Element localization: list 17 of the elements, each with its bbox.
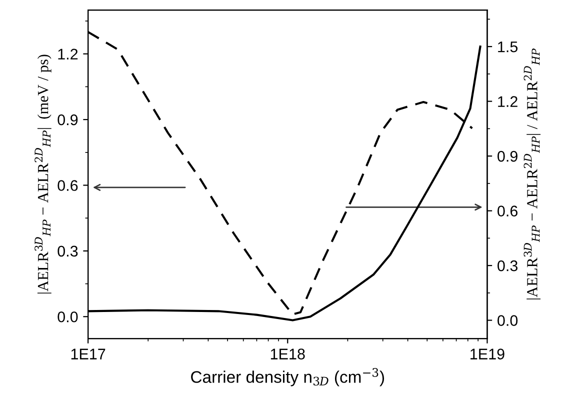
y2-tick-label: 0.0	[498, 315, 518, 326]
y2-tick-label: 1.2	[498, 96, 518, 107]
y2-tick-label: 0.3	[498, 260, 518, 272]
y-tick-label: 0.3	[58, 246, 78, 257]
y-axis-title: |AELR$^{3D}$$_{HP}$ − AELR$^{2D}$$_{HP}$| (meV / ps)	[34, 54, 52, 294]
text: |AELR$^{3D}$$_{HP}$ − AELR$^{2D}$$_{HP}$| / AELR$^{2D}$$_{HP}$	[524, 48, 541, 300]
x-tick-label: 1E19	[470, 348, 504, 360]
x-tick-label: 1E18	[270, 348, 305, 360]
y-tick-label: 0.0	[58, 311, 78, 322]
y-tick-label: 1.2	[58, 48, 78, 60]
y2-tick-label: 1.5	[498, 42, 518, 52]
y2-tick-label: 0.6	[498, 206, 518, 216]
x-tick-label: 1E17	[71, 348, 106, 360]
y2-tick-label: 0.9	[498, 150, 518, 162]
y-tick-label: 0.9	[58, 114, 78, 126]
x-axis-title: Carrier density n$_{3D}$ (cm$^{−3}$)	[191, 368, 384, 386]
y-tick-label: 0.6	[58, 180, 78, 191]
